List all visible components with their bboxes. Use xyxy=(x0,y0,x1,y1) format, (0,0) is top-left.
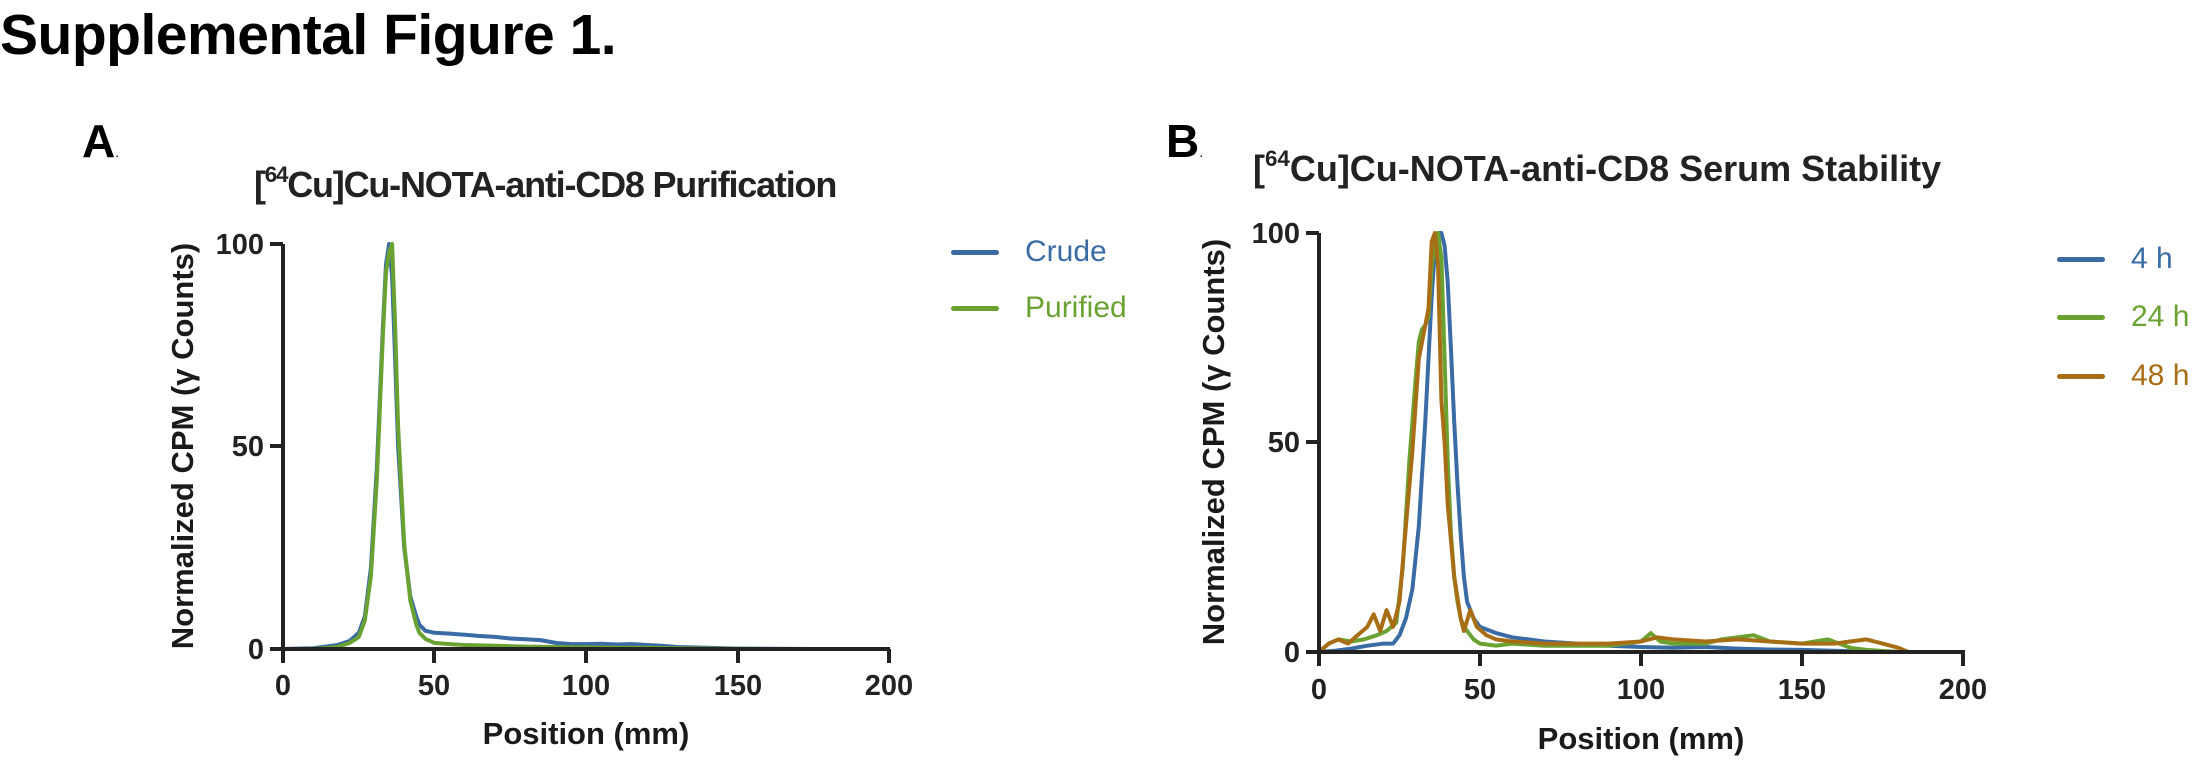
panel-a-ytick-label-100: 100 xyxy=(216,229,264,261)
panel-a-x-axis-label: Position (mm) xyxy=(483,716,690,751)
legend-swatch-4h xyxy=(2057,256,2105,262)
panel-b-series-group xyxy=(1317,231,1963,654)
panel-b-title-prefix: [ xyxy=(1253,148,1265,189)
legend-swatch-48h xyxy=(2057,373,2105,379)
legend-swatch-purified xyxy=(951,305,999,311)
panel-b-ytick-label-100: 100 xyxy=(1252,218,1300,250)
panel-b-letter: B. xyxy=(1166,114,1203,168)
legend-item-purified: Purified xyxy=(951,291,1127,325)
panel-a-ytick-label-0: 0 xyxy=(248,634,264,666)
panel-a-letter: A. xyxy=(82,114,119,168)
panel-a-series-group xyxy=(282,242,889,651)
legend-label-purified: Purified xyxy=(1025,291,1127,324)
series-line-crude xyxy=(282,242,889,651)
panel-a-xtick-label-200: 200 xyxy=(865,670,913,702)
panel-b-x-axis-label: Position (mm) xyxy=(1538,721,1745,756)
panel-a-title: [64Cu]Cu-NOTA-anti-CD8 Purification xyxy=(254,162,837,206)
legend-label-crude: Crude xyxy=(1025,235,1107,268)
panel-b-y-axis-label: Normalized CPM (γ Counts) xyxy=(1196,239,1231,645)
panel-a-xtick-label-0: 0 xyxy=(275,670,291,702)
series-line-4-h xyxy=(1318,231,1963,654)
panel-b-xtick-label-150: 150 xyxy=(1778,674,1826,706)
panel-a-letter-dot: . xyxy=(115,144,120,160)
panel-b-letter-dot: . xyxy=(1199,144,1204,160)
panel-a-xtick-label-150: 150 xyxy=(714,670,762,702)
panel-b-xtick-label-50: 50 xyxy=(1464,674,1496,706)
legend-item-crude: Crude xyxy=(951,235,1107,269)
figure-title: Supplemental Figure 1. xyxy=(0,3,617,67)
panel-b-plot: 100 50 0 0 50 100 150 200 Position (mm) … xyxy=(1196,218,1987,756)
legend-item-4h: 4 h xyxy=(2057,242,2173,276)
panel-a-ytick-label-50: 50 xyxy=(232,431,264,463)
panel-b-ytick-label-50: 50 xyxy=(1268,427,1300,459)
series-line-purified xyxy=(283,242,889,651)
panel-b-title: [64Cu]Cu-NOTA-anti-CD8 Serum Stability xyxy=(1253,146,1942,190)
panel-b-xtick-label-100: 100 xyxy=(1617,674,1665,706)
panel-b-letter-text: B xyxy=(1166,115,1200,167)
legend-swatch-crude xyxy=(951,249,999,255)
panel-b-ytick-label-0: 0 xyxy=(1284,637,1300,669)
panel-a-title-prefix: [ xyxy=(254,164,266,205)
legend-item-24h: 24 h xyxy=(2057,300,2189,334)
panel-a-letter-text: A xyxy=(82,115,116,167)
panel-a-plot: 100 50 0 0 50 100 150 200 Position (mm) … xyxy=(165,229,913,751)
panel-a-title-superscript: 64 xyxy=(264,162,289,187)
panel-b-title-superscript: 64 xyxy=(1265,146,1290,171)
panel-a-y-axis-label: Normalized CPM (γ Counts) xyxy=(165,243,200,649)
panel-a-xtick-label-100: 100 xyxy=(562,670,610,702)
legend-item-48h: 48 h xyxy=(2057,359,2189,393)
panel-a-xtick-label-50: 50 xyxy=(418,670,450,702)
series-line-24-h xyxy=(1317,231,1899,654)
series-line-48-h xyxy=(1317,231,1910,654)
legend-label-24h: 24 h xyxy=(2131,300,2190,333)
panel-b-xtick-label-0: 0 xyxy=(1311,674,1327,706)
panel-b-xtick-label-200: 200 xyxy=(1939,674,1987,706)
panel-a-title-rest: Cu]Cu-NOTA-anti-CD8 Purification xyxy=(287,164,837,205)
legend-label-4h: 4 h xyxy=(2131,242,2173,275)
legend-label-48h: 48 h xyxy=(2131,359,2190,392)
legend-swatch-24h xyxy=(2057,314,2105,320)
panel-b-title-rest: Cu]Cu-NOTA-anti-CD8 Serum Stability xyxy=(1289,148,1942,189)
